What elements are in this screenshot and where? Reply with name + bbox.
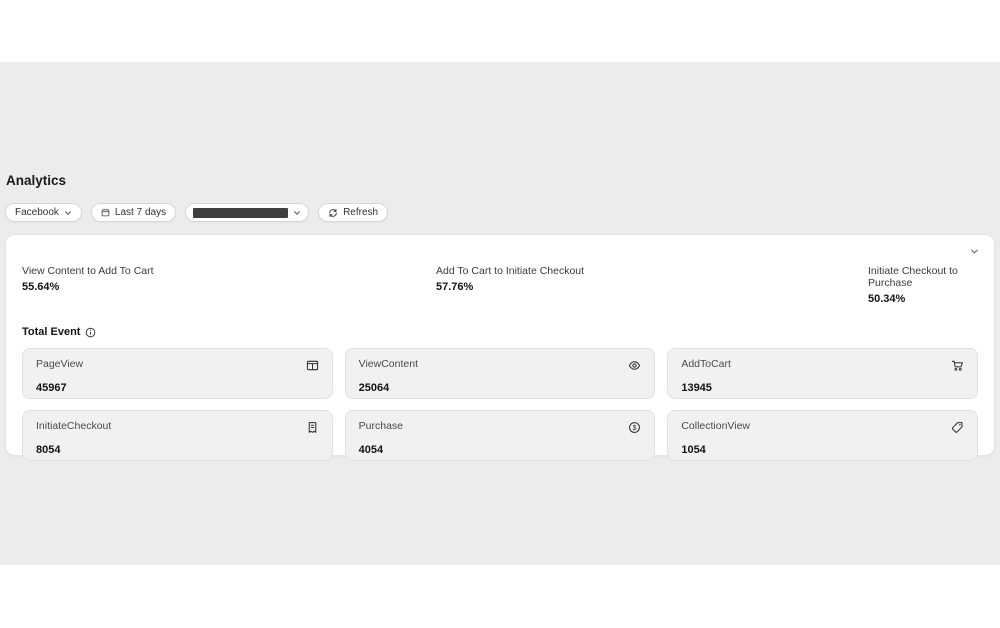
metric-card-collectionview[interactable]: CollectionView 1054 <box>667 410 978 461</box>
metric-card-viewcontent[interactable]: ViewContent 25064 <box>344 348 656 399</box>
chevron-down-icon <box>64 209 72 217</box>
bottom-whitespace <box>0 565 1000 628</box>
tag-icon <box>951 421 964 439</box>
platform-select-label: Facebook <box>15 207 59 218</box>
funnel-metric: Add To Cart to Initiate Checkout 57.76% <box>436 265 868 305</box>
receipt-icon <box>306 421 319 439</box>
metric-value: 13945 <box>681 382 712 394</box>
metric-value: 25064 <box>358 382 390 394</box>
metric-card-addtocart[interactable]: AddToCart 13945 <box>667 348 978 399</box>
refresh-button[interactable]: Refresh <box>318 203 389 222</box>
metric-value: 4054 <box>358 444 384 456</box>
metric-value: 1054 <box>681 444 706 456</box>
analytics-summary-card: View Content to Add To Cart 55.64% Add T… <box>5 234 995 461</box>
metric-cards-grid: PageView 45967 ViewContent 25064 <box>22 348 978 461</box>
metric-label: CollectionView <box>681 420 751 432</box>
account-select[interactable] <box>185 203 310 222</box>
date-range-button[interactable]: Last 7 days <box>90 203 177 222</box>
svg-text:$: $ <box>633 425 637 432</box>
metric-card-purchase[interactable]: Purchase $ 4054 <box>344 410 656 461</box>
metric-value: 8054 <box>36 444 61 456</box>
analytics-section: Analytics Facebook Last 7 days Refresh <box>0 62 1000 565</box>
refresh-icon <box>328 208 338 218</box>
page-title: Analytics <box>6 173 67 188</box>
toolbar: Facebook Last 7 days Refresh <box>5 203 995 222</box>
top-whitespace <box>0 0 1000 62</box>
dollar-circle-icon: $ <box>628 421 641 439</box>
refresh-label: Refresh <box>343 207 379 218</box>
metric-label: Purchase <box>358 420 404 432</box>
metric-label: ViewContent <box>358 358 419 370</box>
metric-value: 45967 <box>36 382 67 394</box>
funnel-metric: View Content to Add To Cart 55.64% <box>22 265 436 305</box>
browser-window-icon <box>306 359 319 377</box>
funnel-metric-value: 55.64% <box>22 281 60 293</box>
calendar-icon <box>101 208 110 217</box>
total-event-header: Total Event <box>22 326 978 338</box>
eye-icon <box>628 359 641 377</box>
metric-label: AddToCart <box>681 358 731 370</box>
date-range-label: Last 7 days <box>114 207 167 218</box>
platform-select[interactable]: Facebook <box>5 203 82 222</box>
total-event-label: Total Event <box>22 326 81 338</box>
chevron-down-icon[interactable] <box>969 244 980 262</box>
info-icon[interactable] <box>85 327 96 338</box>
metric-label: PageView <box>36 358 84 370</box>
funnel-metric-value: 50.34% <box>868 293 906 305</box>
cart-icon <box>951 359 964 377</box>
metric-card-initiatecheckout[interactable]: InitiateCheckout 8054 <box>22 410 333 461</box>
metric-label: InitiateCheckout <box>36 420 112 432</box>
funnel-metric: Initiate Checkout to Purchase 50.34% <box>868 265 978 305</box>
funnel-metric-label: Initiate Checkout to Purchase <box>868 265 958 289</box>
redacted-account-value <box>193 207 289 218</box>
metric-card-pageview[interactable]: PageView 45967 <box>22 348 333 399</box>
funnel-metric-value: 57.76% <box>436 281 474 293</box>
funnel-metric-label: Add To Cart to Initiate Checkout <box>436 265 585 277</box>
funnel-metric-label: View Content to Add To Cart <box>22 265 154 277</box>
funnel-metrics-row: View Content to Add To Cart 55.64% Add T… <box>22 235 978 305</box>
chevron-down-icon <box>293 209 301 217</box>
